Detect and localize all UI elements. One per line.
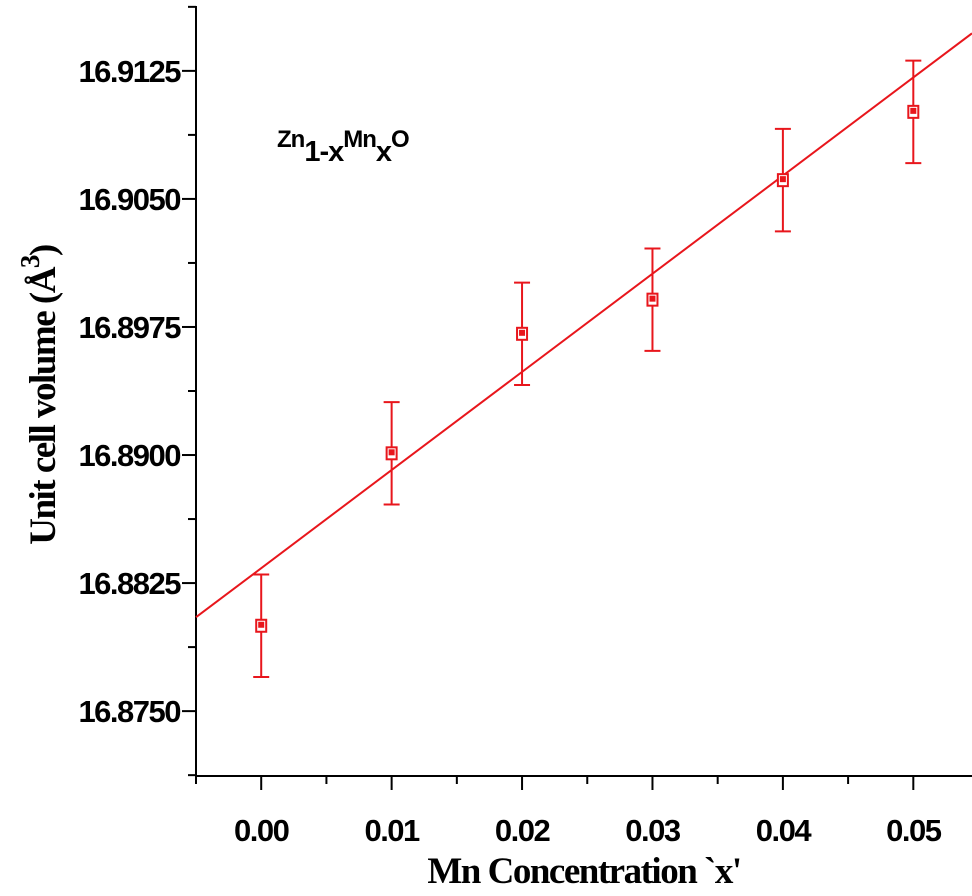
data-point: [774, 127, 791, 233]
y-tick-label: 16.9125: [78, 54, 181, 89]
y-tick-label: 16.8900: [78, 438, 180, 473]
data-point: [905, 59, 922, 165]
y-tick-label: 16.9050: [78, 182, 180, 217]
marker-fill: [910, 107, 917, 114]
marker-fill: [649, 295, 656, 302]
x-tick-label: 0.01: [364, 813, 420, 848]
x-tick-label: 0.00: [234, 813, 289, 848]
y-axis-title-sup: 3: [15, 255, 45, 268]
y-axis-title-main: Unit cell volume (Å: [23, 266, 64, 544]
formula-sub-x: x: [376, 136, 392, 168]
marker-fill: [779, 176, 786, 183]
formula-sub-1-x: 1-x: [304, 136, 344, 168]
x-tick-label: 0.02: [495, 813, 550, 848]
formula-annotation: Zn1-xMnxO: [277, 126, 409, 168]
marker-fill: [519, 329, 526, 336]
y-axis-title-close: ): [23, 245, 64, 256]
y-tick-label: 16.8750: [78, 694, 180, 729]
data-point: [644, 247, 661, 352]
y-tick-label: 16.8825: [78, 566, 181, 601]
ticks: [182, 5, 915, 790]
marker-fill: [258, 621, 265, 628]
data-point: [514, 281, 531, 387]
data-point: [383, 401, 400, 506]
linear-fit-line: [195, 32, 972, 619]
x-tick-label: 0.05: [886, 813, 942, 848]
x-tick-label: 0.03: [625, 813, 681, 848]
points-layer: [253, 59, 922, 678]
marker-fill: [388, 449, 395, 456]
x-tick-label: 0.04: [756, 813, 813, 848]
tick-labels: 0.00 0.01 0.02 0.03 0.04 0.05 16.8750 16.8825 16…: [78, 54, 943, 848]
formula-zn: Zn: [277, 126, 305, 153]
data-point: [253, 573, 270, 678]
fit-layer: [195, 32, 972, 619]
formula-o: O: [391, 126, 409, 153]
formula-mn: Mn: [343, 126, 376, 153]
x-axis-title: Mn Concentration `x': [427, 851, 740, 892]
y-tick-label: 16.8975: [78, 310, 181, 345]
y-axis-title: Unit cell volume (Å3): [15, 245, 64, 545]
